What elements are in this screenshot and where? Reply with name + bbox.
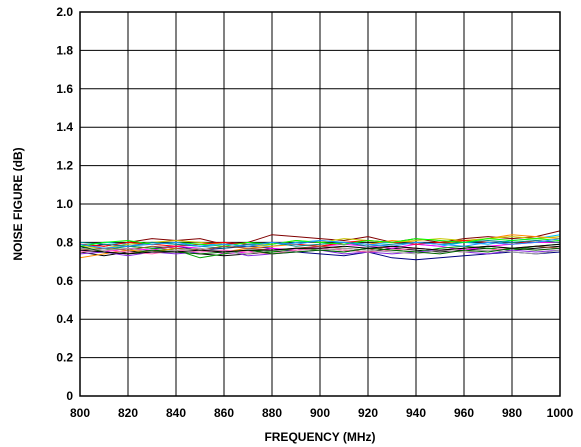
series-line-11: [79, 240, 561, 249]
x-tick-label: 920: [358, 406, 378, 420]
y-tick-label: 1.2: [56, 159, 73, 173]
x-tick-label: 980: [502, 406, 522, 420]
y-tick-label: 0.8: [56, 235, 73, 249]
series-line-1: [79, 230, 561, 247]
x-tick-label: 960: [454, 406, 474, 420]
x-tick-label: 900: [310, 406, 330, 420]
x-tick-label: 800: [70, 406, 90, 420]
x-tick-label: 860: [214, 406, 234, 420]
grid: [79, 11, 561, 397]
x-tick-label: 1000: [547, 406, 574, 420]
x-tick-label: 820: [118, 406, 138, 420]
x-axis-title: FREQUENCY (MHz): [264, 430, 375, 444]
x-tick-labels: 800 820 840 860 880 900 920 940 960 980 1000: [70, 406, 574, 420]
y-tick-label: 1.4: [56, 120, 73, 134]
series-lines: [79, 230, 561, 261]
y-tick-label: 1.0: [56, 197, 73, 211]
x-tick-label: 940: [406, 406, 426, 420]
y-tick-label: 0.4: [56, 312, 73, 326]
series-line-17: [79, 245, 561, 255]
y-tick-label: 1.8: [56, 43, 73, 57]
plot-frame: [79, 11, 561, 397]
series-line-14: [79, 238, 561, 249]
y-tick-label: 0.6: [56, 274, 73, 288]
x-tick-label: 880: [262, 406, 282, 420]
y-axis-title: NOISE FIGURE (dB): [11, 147, 25, 260]
y-tick-labels: 0 0.2 0.4 0.6 0.8 1.0 1.2 1.4 1.6 1.8 2.0: [56, 5, 73, 403]
series-line-18: [79, 243, 561, 255]
series-line-3: [79, 243, 561, 261]
x-tick-label: 840: [166, 406, 186, 420]
y-tick-label: 0.2: [56, 351, 73, 365]
y-tick-label: 1.6: [56, 82, 73, 96]
y-tick-label: 0: [66, 389, 73, 403]
y-tick-label: 2.0: [56, 5, 73, 19]
